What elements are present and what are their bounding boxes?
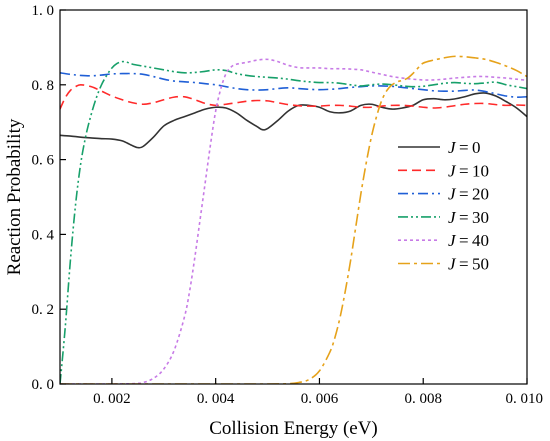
y-tick-label: 0. 6 <box>32 153 55 169</box>
legend-entry-label: J = 20 <box>448 185 489 204</box>
x-tick-label: 0. 008 <box>404 391 442 407</box>
legend-entry-label: J = 0 <box>448 138 480 157</box>
legend-entry-label: J = 40 <box>448 231 489 250</box>
series-layer <box>60 55 527 384</box>
y-tick-label: 1. 0 <box>32 3 55 19</box>
x-axis-title: Collision Energy (eV) <box>209 418 378 439</box>
legend-entry-label: J = 10 <box>448 161 489 180</box>
x-tick-label: 0. 004 <box>197 391 235 407</box>
ticks-layer: 0. 002 0. 004 0. 006 0. 008 0. 010 0. 0 0. 2 0.… <box>32 3 544 407</box>
plot-frame <box>59 9 528 385</box>
y-tick-label: 0. 0 <box>32 377 55 393</box>
x-tick-label: 0. 006 <box>301 391 339 407</box>
legend: J = 0 J = 10 J = 20 J = 30 J = 40 J = 50 <box>398 138 489 274</box>
series-line-3 <box>60 60 527 384</box>
y-tick-label: 0. 4 <box>32 227 55 243</box>
y-tick-label: 0. 8 <box>32 78 55 94</box>
x-tick-label: 0. 010 <box>506 391 544 407</box>
series-line-2 <box>60 72 527 98</box>
y-tick-label: 0. 2 <box>32 302 55 318</box>
series-line-1 <box>60 83 527 110</box>
series-line-5 <box>60 55 527 384</box>
series-line-0 <box>60 92 527 149</box>
legend-entry-label: J = 30 <box>448 208 489 227</box>
legend-entry-label: J = 50 <box>448 255 489 274</box>
y-axis-title: Reaction Probability <box>4 118 25 275</box>
x-tick-label: 0. 002 <box>93 391 131 407</box>
